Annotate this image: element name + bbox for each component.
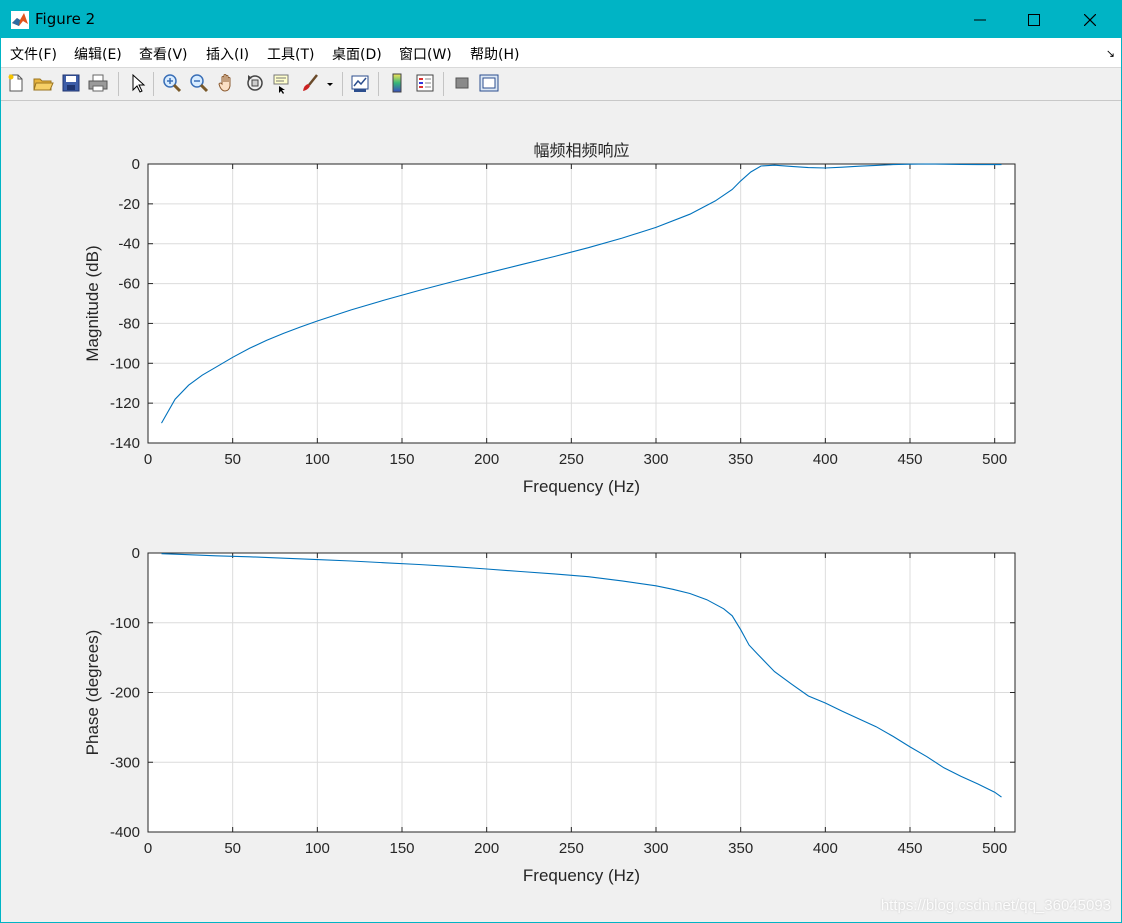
minimize-button[interactable] [957,1,1003,38]
y-tick-label: -140 [110,435,140,452]
save-icon[interactable] [60,72,82,94]
hide-plot-tools-icon[interactable] [451,72,473,94]
x-tick-label: 50 [224,840,241,857]
y-axis-label: Phase (degrees) [83,630,102,756]
menu-tools[interactable]: 工具(T) [267,47,315,63]
figure-toolbar [1,68,1121,101]
x-tick-label: 350 [728,451,753,468]
y-tick-label: 0 [132,156,140,173]
x-tick-label: 450 [897,840,922,857]
menu-bar: 文件(F) 编辑(E) 查看(V) 插入(I) 工具(T) 桌面(D) 窗口(W… [1,38,1121,68]
y-tick-label: -80 [118,315,140,332]
brush-icon[interactable] [299,72,321,94]
plot-title: 幅频相频响应 [533,141,629,160]
plot-area: 0 50 100 150 200 250 300 350 400 450 500 0 -20 -40 -60… [1,101,1121,922]
minimize-icon [974,19,986,21]
y-tick-label: 0 [132,545,140,562]
axes-1: 0 50 100 150 200 250 300 350 400 450 500 0 -20 -40 -60… [83,141,1016,496]
toolbar-separator [153,72,154,96]
y-tick-label: -20 [118,196,140,213]
x-axis-label: Frequency (Hz) [523,477,640,496]
legend-icon[interactable] [414,72,436,94]
select-arrow-icon[interactable] [127,72,149,94]
menu-help[interactable]: 帮助(H) [470,47,520,63]
menu-edit[interactable]: 编辑(E) [74,47,122,63]
pan-hand-icon[interactable] [216,72,238,94]
toolbar-separator [443,72,444,96]
menu-window[interactable]: 窗口(W) [399,47,452,63]
watermark-text: https://blog.csdn.net/qq_36045093 [880,897,1111,914]
y-axis-label: Magnitude (dB) [83,245,102,361]
x-tick-label: 400 [813,451,838,468]
menu-desktop[interactable]: 桌面(D) [332,47,382,63]
brush-dropdown-icon[interactable] [323,72,337,94]
x-tick-label: 300 [643,451,668,468]
close-button[interactable] [1067,1,1113,38]
x-tick-label: 50 [224,451,241,468]
x-tick-label: 200 [474,840,499,857]
axes-background [148,164,1015,443]
window-title: Figure 2 [35,10,96,28]
toolbar-separator [342,72,343,96]
maximize-button[interactable] [1011,1,1057,38]
open-file-icon[interactable] [32,72,54,94]
colorbar-icon[interactable] [386,72,408,94]
data-cursor-icon[interactable] [271,72,293,94]
axes-2: 0 50 100 150 200 250 300 350 400 450 500 0 -100 -200 -… [83,545,1016,885]
y-tick-label: -200 [110,685,140,702]
show-plot-tools-icon[interactable] [478,72,500,94]
y-tick-label: -60 [118,276,140,293]
x-tick-label: 100 [305,451,330,468]
x-tick-label: 0 [144,451,152,468]
rotate-3d-icon[interactable] [244,72,266,94]
x-tick-label: 300 [643,840,668,857]
y-tick-label: -100 [110,615,140,632]
x-tick-label: 150 [389,840,414,857]
zoom-in-icon[interactable] [161,72,183,94]
link-plot-icon[interactable] [349,72,371,94]
series-line [161,163,1002,424]
x-tick-label: 450 [897,451,922,468]
figure-canvas: 0 50 100 150 200 250 300 350 400 450 5000-20-40-60… [83,141,1016,885]
x-tick-label: 0 [144,840,152,857]
y-tick-label: -40 [118,236,140,253]
x-tick-label: 250 [559,840,584,857]
x-tick-label: 100 [305,840,330,857]
menu-view[interactable]: 查看(V) [139,47,188,63]
y-tick-label: -400 [110,824,140,841]
x-tick-label: 200 [474,451,499,468]
new-figure-icon[interactable] [5,72,27,94]
x-tick-label: 150 [389,451,414,468]
y-tick-label: -100 [110,355,140,372]
dock-arrow-icon[interactable]: ↘ [1105,47,1115,60]
close-icon [1084,14,1096,26]
toolbar-separator [118,72,119,96]
maximize-icon [1028,14,1040,26]
x-tick-label: 350 [728,840,753,857]
zoom-out-icon[interactable] [188,72,210,94]
x-tick-label: 250 [559,451,584,468]
toolbar-separator [378,72,379,96]
x-tick-label: 500 [982,451,1007,468]
y-tick-label: -300 [110,754,140,771]
x-tick-label: 500 [982,840,1007,857]
title-bar[interactable]: Figure 2 [1,1,1121,38]
matlab-logo-icon [11,11,29,29]
menu-file[interactable]: 文件(F) [10,47,57,63]
y-tick-label: -120 [110,395,140,412]
axes-frame [147,163,1016,444]
print-icon[interactable] [87,72,109,94]
x-axis-label: Frequency (Hz) [523,866,640,885]
menu-insert[interactable]: 插入(I) [206,47,250,63]
series-line [161,553,1002,798]
x-tick-label: 400 [813,840,838,857]
